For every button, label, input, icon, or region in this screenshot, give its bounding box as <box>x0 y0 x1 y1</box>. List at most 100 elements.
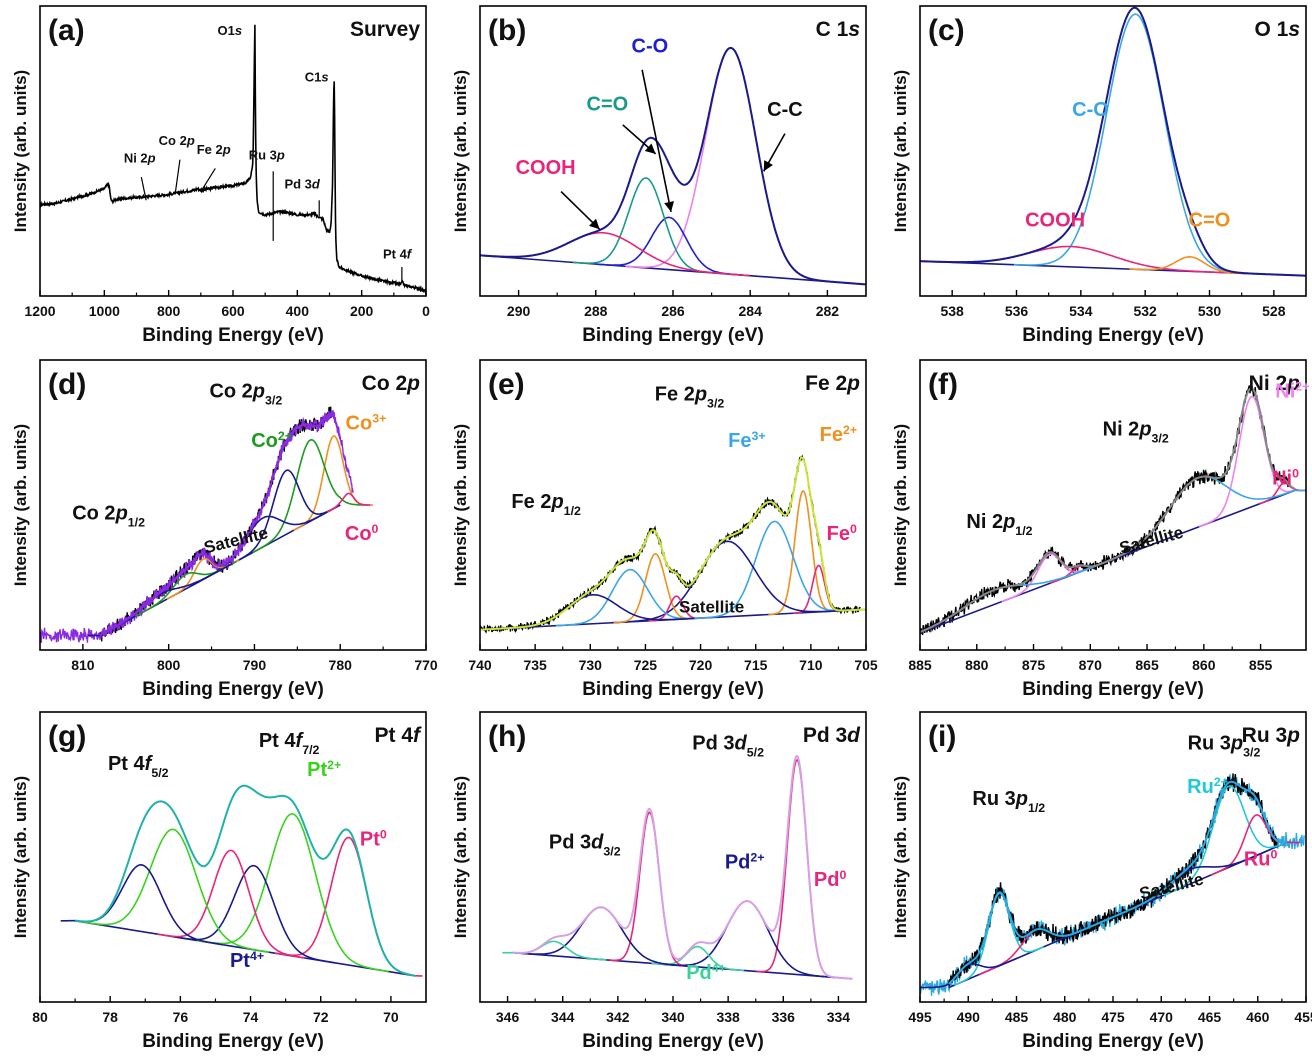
peak-Pt0 <box>274 836 423 977</box>
annotation-label: Ru0 <box>1244 848 1278 871</box>
envelope-line <box>74 784 416 977</box>
x-tick-label: 475 <box>1101 1009 1125 1025</box>
annotation-label: Ru2+ <box>1187 775 1228 798</box>
x-tick-label: 770 <box>414 657 438 673</box>
annotation-label: C-O <box>632 35 669 57</box>
x-tick-label: 78 <box>102 1009 118 1025</box>
x-tick-label: 534 <box>1069 303 1093 319</box>
x-axis-label: Binding Energy (eV) <box>1022 325 1204 346</box>
x-tick-label: 725 <box>634 657 658 673</box>
x-tick-label: 336 <box>772 1009 796 1025</box>
x-tick-label: 528 <box>1262 303 1286 319</box>
x-tick-label: 0 <box>422 303 430 319</box>
x-tick-label: 865 <box>1135 657 1159 673</box>
x-tick-label: 530 <box>1198 303 1222 319</box>
y-axis-label: Intensity (arb. units) <box>891 424 910 586</box>
x-tick-label: 70 <box>383 1009 399 1025</box>
background-line <box>480 254 866 286</box>
x-tick-label: 790 <box>243 657 267 673</box>
annotation-label: Pd 3d <box>284 177 320 192</box>
panel-title: Ru 3p <box>1242 724 1301 747</box>
x-tick-label: 730 <box>579 657 603 673</box>
peak-Pd4+b <box>502 940 607 961</box>
annotation-label: Pt 4f <box>383 246 413 261</box>
annotation-label: Fe 2p <box>197 142 231 157</box>
x-tick-label: 810 <box>71 657 95 673</box>
annotation-label: O1s <box>217 23 242 38</box>
arrow-head <box>664 201 674 212</box>
x-tick-label: 715 <box>744 657 768 673</box>
peak-COOH <box>920 245 1247 275</box>
panel-title: Fe 2p <box>805 372 860 395</box>
peak-C-O <box>1013 13 1258 275</box>
y-axis-label: Intensity (arb. units) <box>11 70 30 232</box>
x-tick-label: 720 <box>689 657 713 673</box>
x-tick-label: 532 <box>1133 303 1157 319</box>
x-tick-label: 346 <box>496 1009 520 1025</box>
peak-Fe3+ <box>695 520 854 620</box>
x-tick-label: 284 <box>739 303 763 319</box>
x-axis-label: Binding Energy (eV) <box>582 1031 764 1052</box>
axes-frame <box>919 359 1307 651</box>
x-tick-label: 885 <box>908 657 932 673</box>
x-tick-label: 470 <box>1150 1009 1174 1025</box>
annotation-label: Ni2+ <box>1275 380 1309 403</box>
annotation-label: Ru 3p3/2 <box>1188 733 1261 760</box>
annotation-label: Fe2+ <box>820 423 857 446</box>
y-axis-label: Intensity (arb. units) <box>11 424 30 586</box>
x-tick-label: 76 <box>173 1009 189 1025</box>
annotation-label: Pd 3d3/2 <box>549 831 621 858</box>
x-tick-label: 200 <box>350 303 374 319</box>
x-tick-label: 875 <box>1022 657 1046 673</box>
x-tick-label: 710 <box>799 657 823 673</box>
y-axis-label: Intensity (arb. units) <box>451 776 470 938</box>
x-axis-label: Binding Energy (eV) <box>142 679 324 700</box>
x-tick-label: 495 <box>908 1009 932 1025</box>
x-tick-label: 288 <box>584 303 608 319</box>
panel-title: Survey <box>350 18 420 41</box>
arrow-head <box>763 160 773 172</box>
annotation-label: C=O <box>587 93 629 115</box>
x-tick-label: 72 <box>313 1009 329 1025</box>
x-tick-label: 290 <box>507 303 531 319</box>
x-tick-label: 340 <box>661 1009 685 1025</box>
annotation-label: Ru 3p <box>249 148 285 163</box>
x-tick-label: 780 <box>329 657 353 673</box>
y-axis-label: Intensity (arb. units) <box>451 424 470 586</box>
panel-label: (b) <box>488 14 526 47</box>
panel-i: 495 490 485 480 475 470 465 460 455 Binding Energ… <box>891 711 1312 1052</box>
x-tick-label: 400 <box>286 303 310 319</box>
annotation-label: Pt0 <box>360 827 387 850</box>
x-axis-label: Binding Energy (eV) <box>142 1031 324 1052</box>
peak-Pt2+b <box>77 828 270 953</box>
panel-title: Co 2p <box>362 372 421 395</box>
peak-Pd0b <box>609 811 691 968</box>
panel-h: 346 344 342 340 338 336 334 Binding Energy (eV)… <box>451 711 867 1052</box>
annotation-label: Pt 4f5/2 <box>108 753 169 780</box>
peak-C=O <box>1129 256 1251 275</box>
panel-title: C 1s <box>816 18 860 41</box>
x-tick-label: 740 <box>468 657 492 673</box>
envelope-line <box>920 6 1306 277</box>
annotation-label: Co0 <box>345 522 379 545</box>
x-tick-label: 465 <box>1198 1009 1222 1025</box>
peak-Pt0b <box>157 849 306 959</box>
axes-frame <box>39 711 427 1003</box>
panels-group: 1200 1000 800 600 400 200 0 Binding Energy (eV)… <box>11 5 1312 1052</box>
peak-Pt4+b <box>60 863 223 946</box>
x-tick-label: 538 <box>940 303 964 319</box>
arrow-head <box>589 218 600 230</box>
indicator-line <box>174 159 181 195</box>
axes-frame <box>919 5 1307 297</box>
annotation-label: Co 2p1/2 <box>72 503 145 530</box>
x-tick-label: 286 <box>661 303 685 319</box>
panel-g: 80 78 76 74 72 70 Binding Energy (eV) Intensity… <box>11 711 427 1052</box>
panel-label: (a) <box>48 14 85 47</box>
plot-area-g <box>60 784 423 977</box>
annotation-label: Pd0 <box>814 868 847 891</box>
annotation-label: Ni 2p1/2 <box>966 511 1032 538</box>
annotation-label: C-C <box>767 99 803 121</box>
x-tick-label: 855 <box>1249 657 1273 673</box>
x-tick-label: 80 <box>32 1009 48 1025</box>
